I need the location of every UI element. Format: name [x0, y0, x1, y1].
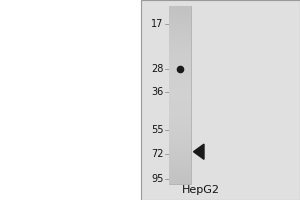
Text: 17: 17 [151, 19, 164, 29]
Text: 36: 36 [151, 87, 164, 97]
Bar [169, 6, 190, 184]
Bar [141, 0, 300, 200]
Text: HepG2: HepG2 [182, 185, 220, 195]
Text: 72: 72 [151, 149, 164, 159]
Bar [169, 150, 190, 154]
Text: 55: 55 [151, 125, 164, 135]
Polygon shape [194, 144, 204, 159]
Text: 95: 95 [151, 174, 164, 184]
Text: 28: 28 [151, 64, 164, 74]
